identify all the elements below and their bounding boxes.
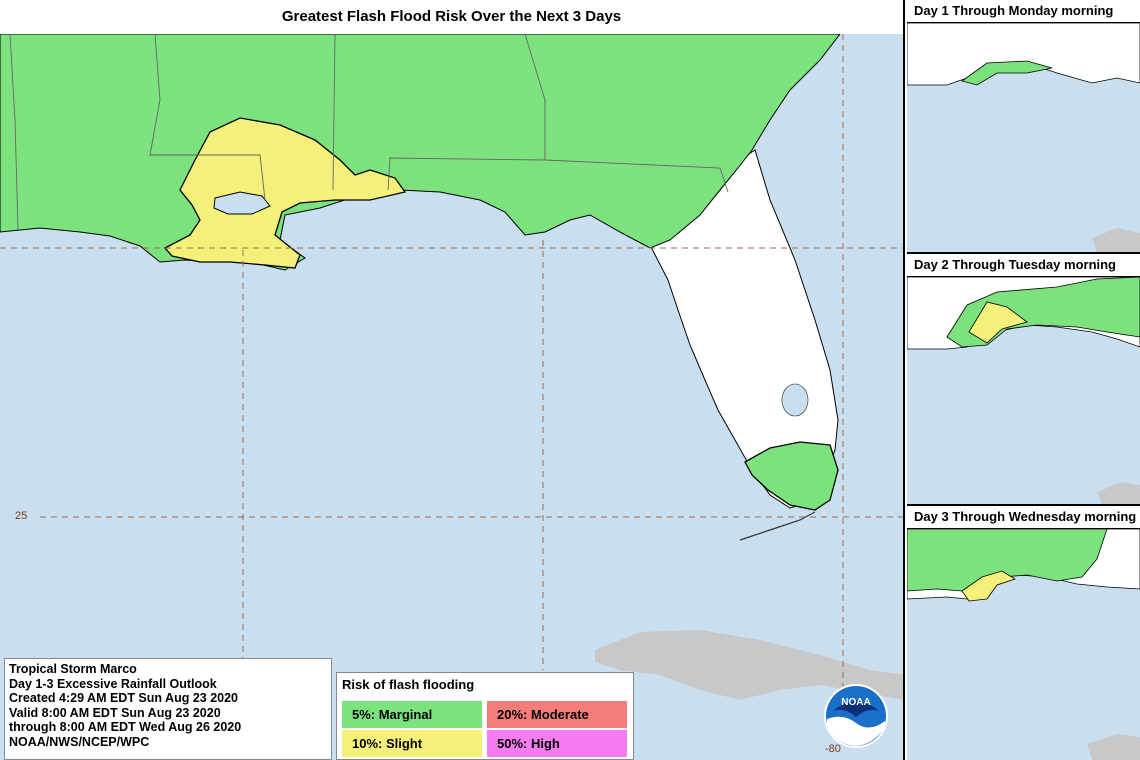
issuing-agency: NOAA/NWS/NCEP/WPC xyxy=(9,734,150,749)
inset-day-2-title: Day 2 Through Tuesday morning xyxy=(907,254,1140,276)
inset-day-3: Day 3 Through Wednesday morning xyxy=(907,506,1140,760)
inset-2-slight xyxy=(968,301,1028,344)
legend-title: Risk of flash flooding xyxy=(342,677,475,692)
state-boundaries xyxy=(9,34,729,231)
inset-day-1-title: Day 1 Through Monday morning xyxy=(907,0,1140,22)
created-time: Created 4:29 AM EDT Sun Aug 23 2020 xyxy=(9,691,239,706)
inset-3-cuba xyxy=(1087,734,1140,760)
lake-okeechobee xyxy=(781,383,809,417)
tx-la-border xyxy=(9,34,19,231)
storm-name: Tropical Storm Marco xyxy=(9,662,137,676)
valid-start: Valid 8:00 AM EDT Sun Aug 23 2020 xyxy=(9,705,221,720)
inset-day-1-svg xyxy=(907,23,1140,252)
outlook-info-box: Tropical Storm Marco Day 1-3 Excessive R… xyxy=(4,658,332,760)
main-map xyxy=(0,34,905,760)
lat-lon-grid xyxy=(0,34,903,740)
latitude-25-label: 25 xyxy=(15,510,28,522)
outlook-type: Day 1-3 Excessive Rainfall Outlook xyxy=(9,676,217,691)
cuba-landmass xyxy=(595,630,903,700)
map-title: Greatest Flash Flood Risk Over the Next … xyxy=(0,0,905,34)
inset-3-slight xyxy=(961,570,1016,602)
slight-risk-area xyxy=(163,117,407,269)
legend-high: 50%: High xyxy=(487,730,627,757)
inset-day-1: Day 1 Through Monday morning xyxy=(907,0,1140,254)
main-map-svg xyxy=(0,34,903,760)
inset-1-marginal xyxy=(961,60,1053,86)
lake-pontchartrain xyxy=(213,191,271,215)
inset-3-marginal xyxy=(907,529,1108,592)
inset-day-2-map xyxy=(907,276,1140,504)
legend-moderate: 20%: Moderate xyxy=(487,701,627,728)
inset-day-3-svg xyxy=(907,529,1140,760)
inset-day-2-svg xyxy=(907,277,1140,504)
longitude-80-label: -80 xyxy=(825,743,841,755)
legend-slight: 10%: Slight xyxy=(342,730,482,757)
la-ms-border xyxy=(149,34,266,201)
risk-legend: Risk of flash flooding 5%: Marginal 20%:… xyxy=(336,672,634,760)
legend-marginal: 5%: Marginal xyxy=(342,701,482,728)
south-florida-marginal xyxy=(744,441,839,511)
inset-1-cuba xyxy=(1092,228,1140,252)
valid-end: through 8:00 AM EDT Wed Aug 26 2020 xyxy=(9,720,242,735)
noaa-logo: NOAA xyxy=(824,684,888,748)
noaa-logo-text: NOAA xyxy=(841,697,870,708)
inset-day-1-map xyxy=(907,22,1140,252)
inset-day-3-map xyxy=(907,528,1140,760)
inset-2-cuba xyxy=(1097,482,1140,504)
daily-insets-column: Day 1 Through Monday morning Day 2 Throu… xyxy=(907,0,1140,760)
noaa-logo-wave xyxy=(827,716,885,746)
noaa-logo-bird xyxy=(833,701,879,717)
inset-day-3-title: Day 3 Through Wednesday morning xyxy=(907,506,1140,528)
ga-fl-border xyxy=(544,159,729,193)
inset-day-2: Day 2 Through Tuesday morning xyxy=(907,254,1140,506)
florida-keys xyxy=(739,511,816,541)
ms-al-border xyxy=(332,34,336,191)
